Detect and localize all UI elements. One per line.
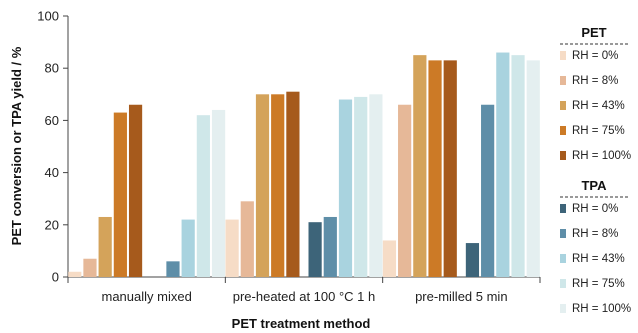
legend-group-title: PET xyxy=(581,25,606,40)
bar-pet-3-1 xyxy=(98,216,112,277)
bar-tpa-4-1 xyxy=(196,115,210,278)
legend-label: RH = 8% xyxy=(572,228,618,240)
y-tick-label: 0 xyxy=(52,270,59,285)
x-axis-title: PET treatment method xyxy=(232,316,371,331)
bar-tpa-5-1 xyxy=(211,109,226,278)
bar-pet-3-3 xyxy=(413,55,427,278)
bar-tpa-2-3 xyxy=(481,104,495,278)
legend-label: RH = 0% xyxy=(572,203,618,215)
bar-pet-3-2 xyxy=(255,94,270,277)
legend-swatch xyxy=(560,126,566,135)
bar-tpa-3-2 xyxy=(338,99,353,278)
legend-label: RH = 8% xyxy=(572,75,618,87)
bar-pet-4-3 xyxy=(428,60,442,278)
bar-tpa-1-2 xyxy=(308,222,322,277)
legend-swatch xyxy=(560,76,566,85)
legend-swatch xyxy=(560,101,566,110)
bar-tpa-5-2 xyxy=(369,94,383,277)
y-tick-label: 40 xyxy=(45,165,59,180)
y-tick-label: 100 xyxy=(37,9,59,24)
bar-pet-1-1 xyxy=(68,271,82,277)
x-tick-label: pre-heated at 100 °C 1 h xyxy=(233,289,376,304)
bar-tpa-3-1 xyxy=(181,219,195,277)
y-tick-label: 80 xyxy=(45,61,59,76)
bar-pet-4-2 xyxy=(271,94,285,277)
bar-pet-5-1 xyxy=(128,104,143,278)
y-tick-label: 20 xyxy=(45,217,59,232)
legend-label: RH = 100% xyxy=(572,150,631,162)
bar-pet-4-1 xyxy=(113,112,127,277)
legend-label: RH = 43% xyxy=(572,253,625,265)
legend-label: RH = 43% xyxy=(572,100,625,112)
legend-label: RH = 75% xyxy=(572,278,625,290)
legend-swatch xyxy=(560,304,566,313)
bar-pet-2-3 xyxy=(398,104,412,278)
legend-swatch xyxy=(560,229,566,238)
bar-tpa-5-3 xyxy=(526,60,540,278)
bar-tpa-2-2 xyxy=(323,216,337,277)
bar-tpa-1-3 xyxy=(465,243,480,277)
legend-swatch xyxy=(560,204,566,213)
y-axis-title: PET conversion or TPA yield / % xyxy=(9,46,24,245)
x-tick-label: manually mixed xyxy=(102,289,192,304)
legend-swatch xyxy=(560,151,566,160)
bar-pet-2-2 xyxy=(240,201,254,277)
plot-area: 0 20 40 60 80 100 manually mixed pre-heated at … xyxy=(37,9,541,304)
legend-swatch xyxy=(560,51,566,60)
y-tick-label: 60 xyxy=(45,113,59,128)
bar-pet-5-3 xyxy=(443,60,457,278)
legend-swatch xyxy=(560,279,566,288)
bar-tpa-3-3 xyxy=(496,52,510,277)
legend-swatch xyxy=(560,254,566,263)
bar-pet-5-2 xyxy=(286,91,300,277)
bar-pet-1-3 xyxy=(382,240,397,277)
legend-label: RH = 100% xyxy=(572,303,631,315)
bar-pet-1-2 xyxy=(225,219,239,277)
legend-label: RH = 0% xyxy=(572,50,618,62)
bar-tpa-2-1 xyxy=(166,261,180,277)
legend-group-title: TPA xyxy=(581,178,607,193)
bar-tpa-4-2 xyxy=(354,96,368,277)
x-tick-label: pre-milled 5 min xyxy=(415,289,507,304)
legend: PET RH = 0% RH = 8% RH = 43% RH = 75% RH = 10… xyxy=(560,25,631,315)
bar-tpa-4-3 xyxy=(511,55,525,278)
bar-pet-2-1 xyxy=(83,258,97,277)
legend-label: RH = 75% xyxy=(572,125,625,137)
